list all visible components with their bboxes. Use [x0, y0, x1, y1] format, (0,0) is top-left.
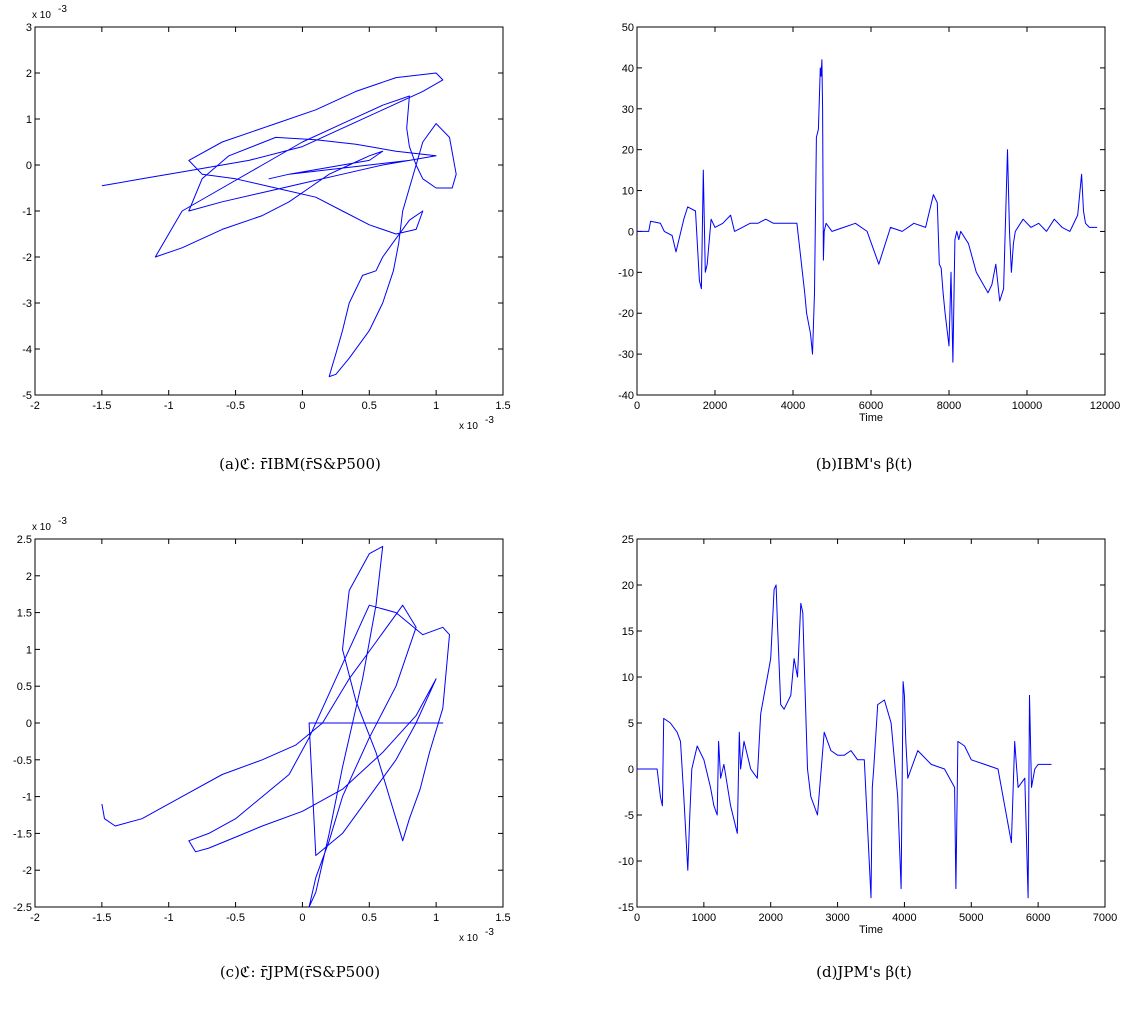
- x-tick-label: -0.5: [226, 400, 245, 412]
- x-multiplier-exponent: -3: [485, 927, 494, 938]
- y-tick-label: 2: [26, 571, 32, 583]
- y-tick-label: -2: [22, 252, 32, 264]
- caption-d: (d)JPM's β(t): [816, 963, 912, 981]
- series-line: [101, 545, 450, 908]
- x-tick-label: 1.5: [495, 912, 510, 924]
- y-tick-label: 15: [622, 626, 634, 638]
- y-tick-label: -3: [22, 298, 32, 310]
- y-tick-label: 0: [628, 764, 634, 776]
- y-tick-label: 2: [26, 68, 32, 80]
- y-tick-label: 40: [622, 63, 634, 75]
- y-tick-label: 10: [622, 672, 634, 684]
- y-tick-label: -40: [618, 390, 634, 402]
- y-tick-label: -1.5: [13, 828, 32, 840]
- y-multiplier-exponent: -3: [58, 4, 67, 15]
- y-tick-label: 20: [622, 580, 634, 592]
- x-tick-label: 4000: [781, 400, 805, 412]
- series-line: [637, 584, 1052, 899]
- x-tick-label: 0.5: [362, 912, 377, 924]
- y-tick-label: 1: [26, 644, 32, 656]
- chart-d: 0 1000 2000 3000 4000 5000 6000 7000 -15 -10 -5 0 5 1…: [618, 534, 1117, 936]
- x-tick-label: 0: [634, 400, 640, 412]
- y-multiplier: x 10: [32, 10, 51, 21]
- y-tick-label: 5: [628, 718, 634, 730]
- x-tick-label: 7000: [1093, 912, 1117, 924]
- y-tick-label: -15: [618, 902, 634, 914]
- x-tick-label: 10000: [1012, 400, 1043, 412]
- y-tick-label: -10: [618, 856, 634, 868]
- caption-c: (c)ℭ: r̄JPM(r̄S&P500): [219, 963, 381, 981]
- chart-b: 0 2000 4000 6000 8000 10000 12000 -40 -30 -20 -10 0…: [618, 22, 1120, 424]
- x-tick-label: -1: [164, 400, 174, 412]
- x-tick-label: 12000: [1090, 400, 1121, 412]
- y-tick-label: 1: [26, 114, 32, 126]
- x-tick-label: -1.5: [92, 400, 111, 412]
- y-tick-label: -4: [22, 344, 32, 356]
- series-line: [637, 59, 1098, 363]
- y-tick-label: 2.5: [17, 534, 32, 546]
- chart-c: -2 -1.5 -1 -0.5 0 0.5 1 1.5-2.5-2-1.5-1-0.500.5…: [13, 516, 511, 944]
- x-tick-label: 1000: [692, 912, 716, 924]
- x-multiplier: x 10: [459, 421, 478, 432]
- y-tick-label: 3: [26, 22, 32, 34]
- y-tick-label: -30: [618, 349, 634, 361]
- y-tick-label: 0: [26, 718, 32, 730]
- plot-frame: [636, 538, 1106, 908]
- x-tick-label: -1.5: [92, 912, 111, 924]
- y-tick-label: 50: [622, 22, 634, 34]
- x-tick-label: 0: [634, 912, 640, 924]
- y-tick-label: -2: [22, 865, 32, 877]
- x-tick-label: 6000: [1026, 912, 1050, 924]
- y-tick-label: 10: [622, 186, 634, 198]
- y-tick-label: -2.5: [13, 902, 32, 914]
- y-tick-label: -20: [618, 308, 634, 320]
- x-multiplier-exponent: -3: [485, 415, 494, 426]
- x-tick-label: 3000: [825, 912, 849, 924]
- x-tick-label: 6000: [859, 400, 883, 412]
- caption-a: (a)ℭ: r̄IBM(r̄S&P500): [219, 455, 381, 473]
- x-axis-label: Time: [859, 924, 883, 936]
- x-tick-label: -2: [30, 400, 40, 412]
- x-tick-label: 8000: [937, 400, 961, 412]
- x-tick-label: 1: [433, 912, 439, 924]
- y-multiplier-exponent: -3: [58, 516, 67, 527]
- x-tick-label: 0: [299, 912, 305, 924]
- x-tick-label: 5000: [959, 912, 983, 924]
- y-tick-label: -1: [22, 206, 32, 218]
- x-tick-label: -1: [164, 912, 174, 924]
- y-tick-label: 0: [628, 226, 634, 238]
- x-tick-label: 0.5: [362, 400, 377, 412]
- x-tick-label: 1.5: [495, 400, 510, 412]
- x-tick-label: 2000: [758, 912, 782, 924]
- x-tick-label: 4000: [892, 912, 916, 924]
- y-tick-label: -10: [618, 267, 634, 279]
- y-tick-label: 20: [622, 145, 634, 157]
- y-tick-label: 0.5: [17, 681, 32, 693]
- y-tick-label: -0.5: [13, 755, 32, 767]
- y-tick-label: -5: [624, 810, 634, 822]
- x-tick-label: 0: [299, 400, 305, 412]
- y-tick-label: -1: [22, 792, 32, 804]
- y-tick-label: 0: [26, 160, 32, 172]
- caption-b: (b)IBM's β(t): [815, 455, 913, 473]
- y-multiplier: x 10: [32, 522, 51, 533]
- y-tick-label: 30: [622, 104, 634, 116]
- series-line: [101, 72, 457, 378]
- plot-frame: [636, 26, 1106, 396]
- y-tick-label: 25: [622, 534, 634, 546]
- y-tick-label: 1.5: [17, 608, 32, 620]
- x-tick-label: 2000: [703, 400, 727, 412]
- y-tick-label: -5: [22, 390, 32, 402]
- x-multiplier: x 10: [459, 933, 478, 944]
- x-tick-label: -2: [30, 912, 40, 924]
- x-tick-label: 1: [433, 400, 439, 412]
- x-tick-label: -0.5: [226, 912, 245, 924]
- plot-frame: [34, 26, 504, 396]
- x-axis-label: Time: [859, 412, 883, 424]
